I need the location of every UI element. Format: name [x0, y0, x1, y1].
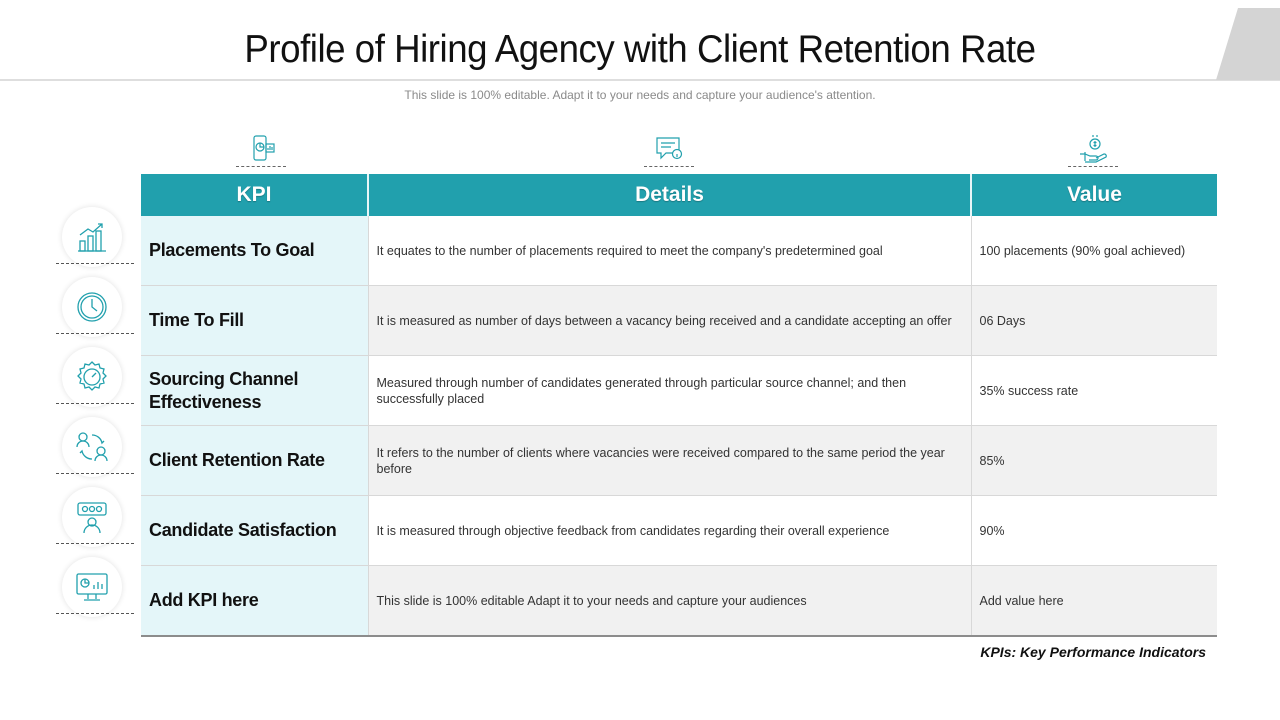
details-cell: It is measured as number of days between… [368, 285, 972, 356]
value-column-icon [1068, 134, 1118, 168]
details-cell: Measured through number of candidates ge… [368, 355, 972, 426]
value-cell: 90% [971, 495, 1217, 566]
value-cell: 35% success rate [971, 355, 1217, 426]
table-row: Placements To Goal It equates to the num… [141, 216, 1217, 286]
chat-info-icon [656, 137, 683, 160]
table-row: Sourcing Channel Effectiveness Measured … [141, 355, 1217, 426]
row-icon-sourcing [56, 347, 134, 407]
details-cell: It equates to the number of placements r… [368, 216, 972, 286]
kpi-column-icon [236, 134, 286, 168]
table-row: Time To Fill It is measured as number of… [141, 285, 1217, 356]
row-icon-client-retention [56, 417, 134, 477]
slide-title: Profile of Hiring Agency with Client Ret… [244, 28, 1036, 71]
hand-money-icon [1080, 135, 1107, 163]
value-cell: Add value here [971, 565, 1217, 637]
kpi-cell: Sourcing Channel Effectiveness [141, 355, 369, 426]
corner-decoration [1216, 8, 1280, 80]
gear-gauge-icon [77, 361, 107, 391]
kpi-cell: Client Retention Rate [141, 425, 369, 496]
row-icon-add-kpi [56, 557, 134, 617]
table-row: Candidate Satisfaction It is measured th… [141, 495, 1217, 566]
kpi-cell: Add KPI here [141, 565, 369, 637]
header-value: Value [971, 174, 1217, 216]
footnote: KPIs: Key Performance Indicators [980, 644, 1206, 660]
clock-icon [77, 292, 107, 322]
header-kpi: KPI [141, 174, 369, 216]
table-header-row: KPI Details Value [141, 174, 1217, 216]
kpi-cell: Placements To Goal [141, 216, 369, 286]
kpi-table: KPI Details Value Placements To Goal It … [141, 174, 1217, 637]
details-cell: It is measured through objective feedbac… [368, 495, 972, 566]
people-exchange-icon [76, 432, 108, 462]
monitor-dashboard-icon [76, 573, 108, 601]
kpi-cell: Time To Fill [141, 285, 369, 356]
value-cell: 06 Days [971, 285, 1217, 356]
header-details: Details [368, 174, 972, 216]
kpi-cell: Candidate Satisfaction [141, 495, 369, 566]
satisfaction-rating-icon [77, 502, 107, 534]
slide-subtitle: This slide is 100% editable. Adapt it to… [404, 88, 876, 102]
details-cell: It refers to the number of clients where… [368, 425, 972, 496]
value-cell: 100 placements (90% goal achieved) [971, 216, 1217, 286]
mobile-chart-icon [253, 135, 275, 161]
details-cell: This slide is 100% editable Adapt it to … [368, 565, 972, 637]
details-column-icon [644, 134, 694, 168]
row-icon-placements [56, 207, 134, 267]
value-cell: 85% [971, 425, 1217, 496]
row-icon-candidate-satisfaction [56, 487, 134, 547]
row-icon-time-to-fill [56, 277, 134, 337]
table-row: Add KPI here This slide is 100% editable… [141, 565, 1217, 637]
table-row: Client Retention Rate It refers to the n… [141, 425, 1217, 496]
chart-growth-icon [78, 223, 106, 252]
header-divider-line [0, 79, 1280, 81]
